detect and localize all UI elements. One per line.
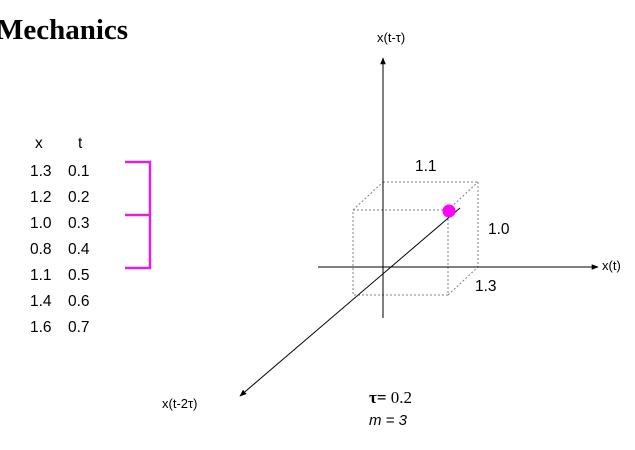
table-header-x: x [35, 135, 43, 152]
table-cell-x: 1.6 [30, 319, 52, 336]
horizontal-axis-label: x(t) [602, 258, 621, 273]
tau-value: 0.2 [390, 388, 413, 407]
table-cell-x: 1.2 [30, 189, 52, 206]
box-value-right: 1.0 [488, 221, 510, 238]
table-cell-t: 0.1 [68, 163, 90, 180]
embedding-box [352, 181, 479, 296]
vertical-axis-label: x(t-τ) [377, 30, 406, 45]
table-cell-x: 0.8 [30, 241, 52, 258]
table-cell-x: 1.4 [30, 293, 52, 310]
box-value-bottom: 1.3 [475, 278, 497, 295]
tau-symbol: τ= [369, 388, 387, 407]
diagonal-axis [239, 207, 461, 397]
table-cell-x: 1.3 [30, 163, 52, 180]
window-bracket [125, 160, 152, 270]
page-title: Mechanics [0, 14, 129, 46]
table-cell-t: 0.2 [68, 189, 90, 206]
tau-parameter: τ= 0.2 [369, 388, 412, 408]
table-cell-t: 0.5 [68, 267, 90, 284]
box-value-top: 1.1 [415, 158, 437, 175]
embedding-dimension: m = 3 [369, 412, 407, 429]
diagonal-axis-label: x(t-2τ) [162, 396, 198, 411]
table-cell-t: 0.4 [68, 241, 90, 258]
table-cell-x: 1.0 [30, 215, 52, 232]
table-cell-x: 1.1 [30, 267, 52, 284]
embedded-point [442, 204, 456, 218]
table-cell-t: 0.3 [68, 215, 90, 232]
table-header-t: t [78, 135, 83, 152]
table-cell-t: 0.6 [68, 293, 90, 310]
table-cell-t: 0.7 [68, 319, 90, 336]
